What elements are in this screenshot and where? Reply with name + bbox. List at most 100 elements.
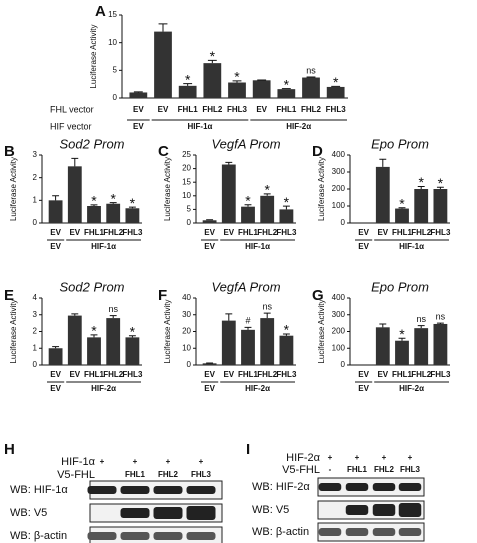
bar — [241, 206, 255, 223]
blot-label: WB: V5 — [10, 507, 47, 519]
y-tick-label: 1 — [33, 343, 38, 352]
annotation: * — [333, 74, 339, 90]
x-tick-label: FHL3 — [276, 370, 297, 379]
y-tick-label: 15 — [182, 177, 191, 186]
header-cell: + — [166, 457, 171, 466]
blot-label: WB: HIF-1α — [10, 484, 68, 496]
error-bar — [128, 206, 136, 209]
band — [120, 508, 150, 518]
y-axis-label: Luciferase Activity — [89, 24, 98, 88]
bar — [87, 337, 101, 365]
group-label: EV — [358, 384, 369, 393]
y-tick-label: 20 — [182, 327, 191, 336]
header-cell: + — [328, 453, 333, 462]
chart-title: Epo Prom — [371, 279, 429, 294]
y-tick-label: 0 — [341, 360, 346, 369]
error-bar — [331, 85, 341, 87]
error-bar — [263, 312, 271, 319]
band — [120, 532, 150, 540]
y-tick-label: 200 — [332, 327, 346, 336]
header-cell: + — [133, 457, 138, 466]
annotation: * — [234, 69, 240, 85]
error-bar — [263, 193, 271, 196]
band — [186, 506, 216, 520]
annotation: ns — [262, 301, 272, 311]
y-tick-label: 0 — [33, 218, 38, 227]
blot-frame — [317, 477, 425, 497]
x-tick-label: EV — [204, 228, 215, 237]
y-tick-label: 300 — [332, 310, 346, 319]
x-tick-label: FHL3 — [227, 105, 248, 114]
group-label: HIF-1α — [91, 242, 116, 251]
bar — [125, 208, 140, 223]
x-tick-label: FHL2 — [257, 370, 278, 379]
annotation: * — [399, 195, 405, 211]
band — [120, 486, 150, 494]
error-bar — [232, 80, 242, 83]
band — [398, 483, 422, 491]
band — [372, 483, 396, 491]
group-label: EV — [358, 242, 369, 251]
error-bar — [52, 195, 60, 201]
x-tick-label: FHL1 — [84, 228, 105, 237]
x-tick-label: FHL2 — [411, 228, 432, 237]
error-bar — [225, 161, 233, 165]
panel-letter: D — [312, 143, 323, 160]
annotation: * — [418, 174, 424, 190]
annotation: ns — [306, 65, 316, 75]
panel-letter: A — [95, 3, 106, 20]
annotation: * — [110, 190, 116, 206]
error-bar — [436, 322, 444, 324]
annotation: * — [91, 323, 97, 339]
y-axis-label: Luciferase Activity — [9, 157, 18, 221]
x-tick-label: EV — [256, 105, 267, 114]
error-bar — [133, 91, 143, 93]
header-cell: FHL3 — [191, 470, 212, 479]
y-tick-label: 4 — [33, 293, 38, 302]
y-tick-label: 3 — [33, 150, 38, 159]
annotation: * — [210, 48, 216, 64]
x-tick-label: FHL2 — [103, 228, 124, 237]
bar — [228, 82, 246, 98]
x-tick-label: EV — [358, 228, 369, 237]
header-label: HIF-1α — [61, 456, 96, 468]
y-axis-label: Luciferase Activity — [9, 299, 18, 363]
bar — [279, 335, 294, 365]
bar — [67, 166, 82, 223]
chart-title: Sod2 Prom — [59, 136, 124, 151]
group-label: EV — [204, 242, 215, 251]
band — [372, 528, 396, 536]
error-bar — [128, 335, 136, 338]
band — [87, 532, 117, 540]
y-tick-label: 40 — [182, 293, 191, 302]
x-tick-label: FHL1 — [238, 228, 259, 237]
blot-label: WB: V5 — [252, 504, 289, 516]
blot-label: WB: β-actin — [252, 526, 309, 538]
blot-label: WB: HIF-2α — [252, 481, 310, 493]
error-bar — [206, 219, 214, 221]
annotation: * — [284, 76, 290, 92]
header-cell: + — [100, 457, 105, 466]
bar — [414, 189, 429, 223]
bar — [178, 85, 197, 98]
panel-letter: B — [4, 143, 15, 160]
x-tick-label: EV — [133, 105, 144, 114]
annotation: * — [399, 326, 405, 342]
blot-frame — [317, 522, 425, 542]
bar — [395, 340, 409, 365]
band — [345, 483, 369, 491]
error-bar — [379, 158, 387, 167]
x-tick-label: FHL2 — [411, 370, 432, 379]
error-bar — [417, 325, 425, 329]
x-tick-label: EV — [204, 370, 215, 379]
error-bar — [90, 204, 98, 206]
blot-frame — [317, 500, 425, 520]
error-bar — [158, 23, 168, 32]
band — [345, 505, 369, 515]
bar — [260, 318, 275, 365]
header-cell: FHL2 — [374, 465, 395, 474]
error-bar — [282, 333, 290, 336]
panel-letter: E — [4, 287, 14, 304]
chart-title: Epo Prom — [371, 136, 429, 151]
error-bar — [282, 205, 290, 210]
